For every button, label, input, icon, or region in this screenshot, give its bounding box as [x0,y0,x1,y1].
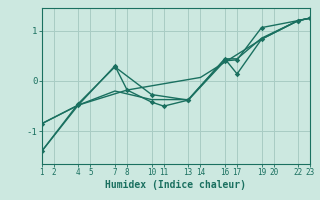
X-axis label: Humidex (Indice chaleur): Humidex (Indice chaleur) [106,180,246,190]
